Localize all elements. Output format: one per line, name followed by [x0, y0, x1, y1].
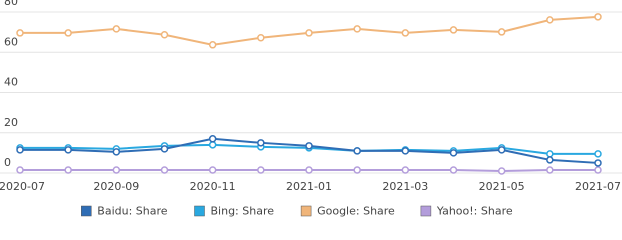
data-point: [208, 41, 217, 49]
data-point: [160, 30, 169, 39]
data-point: [594, 159, 602, 167]
x-tick-label: 2020-09: [93, 180, 139, 193]
data-point: [16, 166, 24, 174]
legend-label[interactable]: Baidu: Share: [97, 205, 167, 218]
data-point: [305, 29, 313, 37]
data-point: [401, 166, 410, 174]
y-tick-label: 80: [4, 0, 18, 8]
legend-swatch[interactable]: [194, 205, 205, 217]
data-point: [546, 166, 554, 174]
x-tick-label: 2021-01: [286, 180, 332, 193]
x-tick-label: 2021-05: [479, 180, 525, 193]
data-point: [594, 150, 602, 158]
data-point: [160, 166, 169, 174]
data-point: [160, 145, 169, 153]
data-point: [208, 166, 217, 174]
data-point: [257, 166, 265, 174]
data-point: [546, 16, 554, 24]
x-tick-label: 2020-11: [190, 180, 236, 193]
data-point: [64, 166, 72, 174]
data-point: [353, 166, 361, 174]
data-point: [208, 135, 217, 143]
data-point: [497, 146, 506, 154]
x-tick-label: 2021-07: [575, 180, 621, 193]
data-point: [353, 147, 361, 155]
x-tick-label: 2021-03: [382, 180, 428, 193]
data-point: [497, 28, 506, 36]
legend-label[interactable]: Google: Share: [317, 205, 395, 218]
y-tick-label: 0: [4, 156, 11, 169]
data-point: [353, 25, 361, 33]
data-point: [546, 156, 554, 164]
data-point: [594, 166, 602, 174]
data-point: [497, 167, 506, 175]
data-point: [257, 139, 265, 147]
x-tick-label: 2020-07: [0, 180, 45, 193]
y-tick-label: 20: [4, 116, 18, 129]
data-point: [64, 146, 72, 154]
y-tick-label: 40: [4, 76, 18, 89]
data-point: [112, 166, 121, 174]
data-point: [401, 147, 410, 155]
data-point: [112, 25, 121, 33]
data-point: [16, 146, 24, 154]
legend-swatch[interactable]: [300, 205, 312, 217]
data-point: [208, 141, 217, 149]
data-point: [449, 26, 458, 34]
chart: 0 20 40 60 80 2020-07 2020-09 2020-11 2021-01 202…: [0, 0, 622, 218]
data-point: [594, 13, 602, 21]
legend-swatch[interactable]: [81, 205, 92, 217]
data-point: [449, 149, 458, 157]
data-point: [449, 166, 458, 174]
data-point: [305, 142, 313, 150]
data-point: [305, 166, 313, 174]
data-point: [112, 148, 121, 156]
legend-label[interactable]: Bing: Share: [211, 205, 275, 218]
data-point: [257, 34, 265, 42]
data-point: [64, 29, 72, 37]
data-point: [401, 29, 410, 37]
legend-label[interactable]: Yahoo!: Share: [436, 205, 513, 218]
data-point: [546, 150, 554, 158]
legend-swatch[interactable]: [420, 205, 432, 217]
y-tick-label: 60: [4, 35, 18, 48]
data-point: [16, 29, 24, 37]
